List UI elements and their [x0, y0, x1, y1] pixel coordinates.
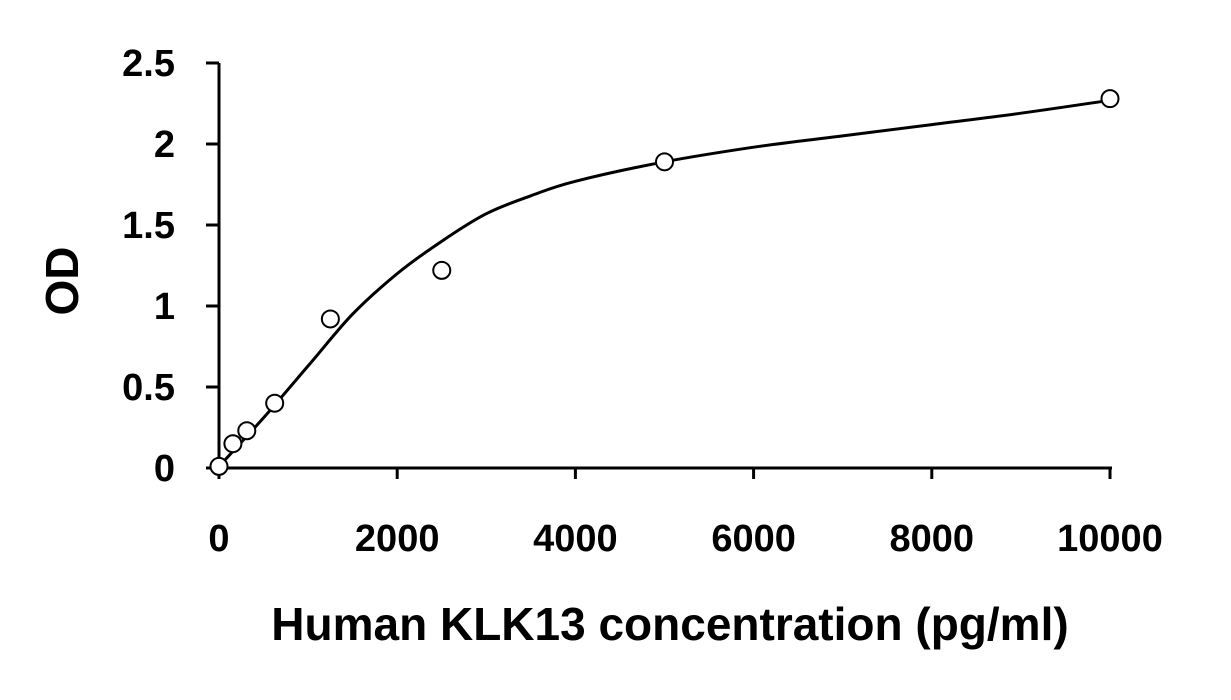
data-point [223, 434, 243, 454]
x-tick-label: 8000 [890, 518, 975, 560]
x-axis-title: Human KLK13 concentration (pg/ml) [271, 598, 1068, 650]
x-tick-label: 10000 [1057, 518, 1163, 560]
data-point [209, 456, 229, 476]
data-point [432, 260, 452, 280]
y-tick-label: 1 [154, 286, 175, 328]
data-point [237, 421, 257, 441]
y-tick-label: 2.5 [122, 43, 175, 85]
data-point [1100, 89, 1120, 109]
x-tick-labels: 0 2000 4000 6000 8000 10000 [208, 518, 1162, 560]
y-tick-label: 0.5 [122, 367, 175, 409]
y-tick-label: 1.5 [122, 205, 175, 247]
data-point [655, 152, 674, 172]
data-points [209, 89, 1120, 476]
y-axis-title: OD [36, 247, 88, 316]
x-tick-label: 0 [208, 518, 229, 560]
x-tick-label: 4000 [533, 518, 618, 560]
fit-curve [217, 98, 1111, 468]
data-point [320, 309, 340, 329]
y-tick-label: 2 [154, 124, 175, 166]
x-tick-label: 2000 [355, 518, 440, 560]
y-tick-labels: 0 0.5 1 1.5 2 2.5 [122, 43, 175, 490]
x-tick-label: 6000 [711, 518, 796, 560]
data-point [265, 393, 285, 413]
axes [217, 63, 1112, 470]
y-tick-label: 0 [154, 448, 175, 490]
tick-marks [206, 61, 1112, 479]
